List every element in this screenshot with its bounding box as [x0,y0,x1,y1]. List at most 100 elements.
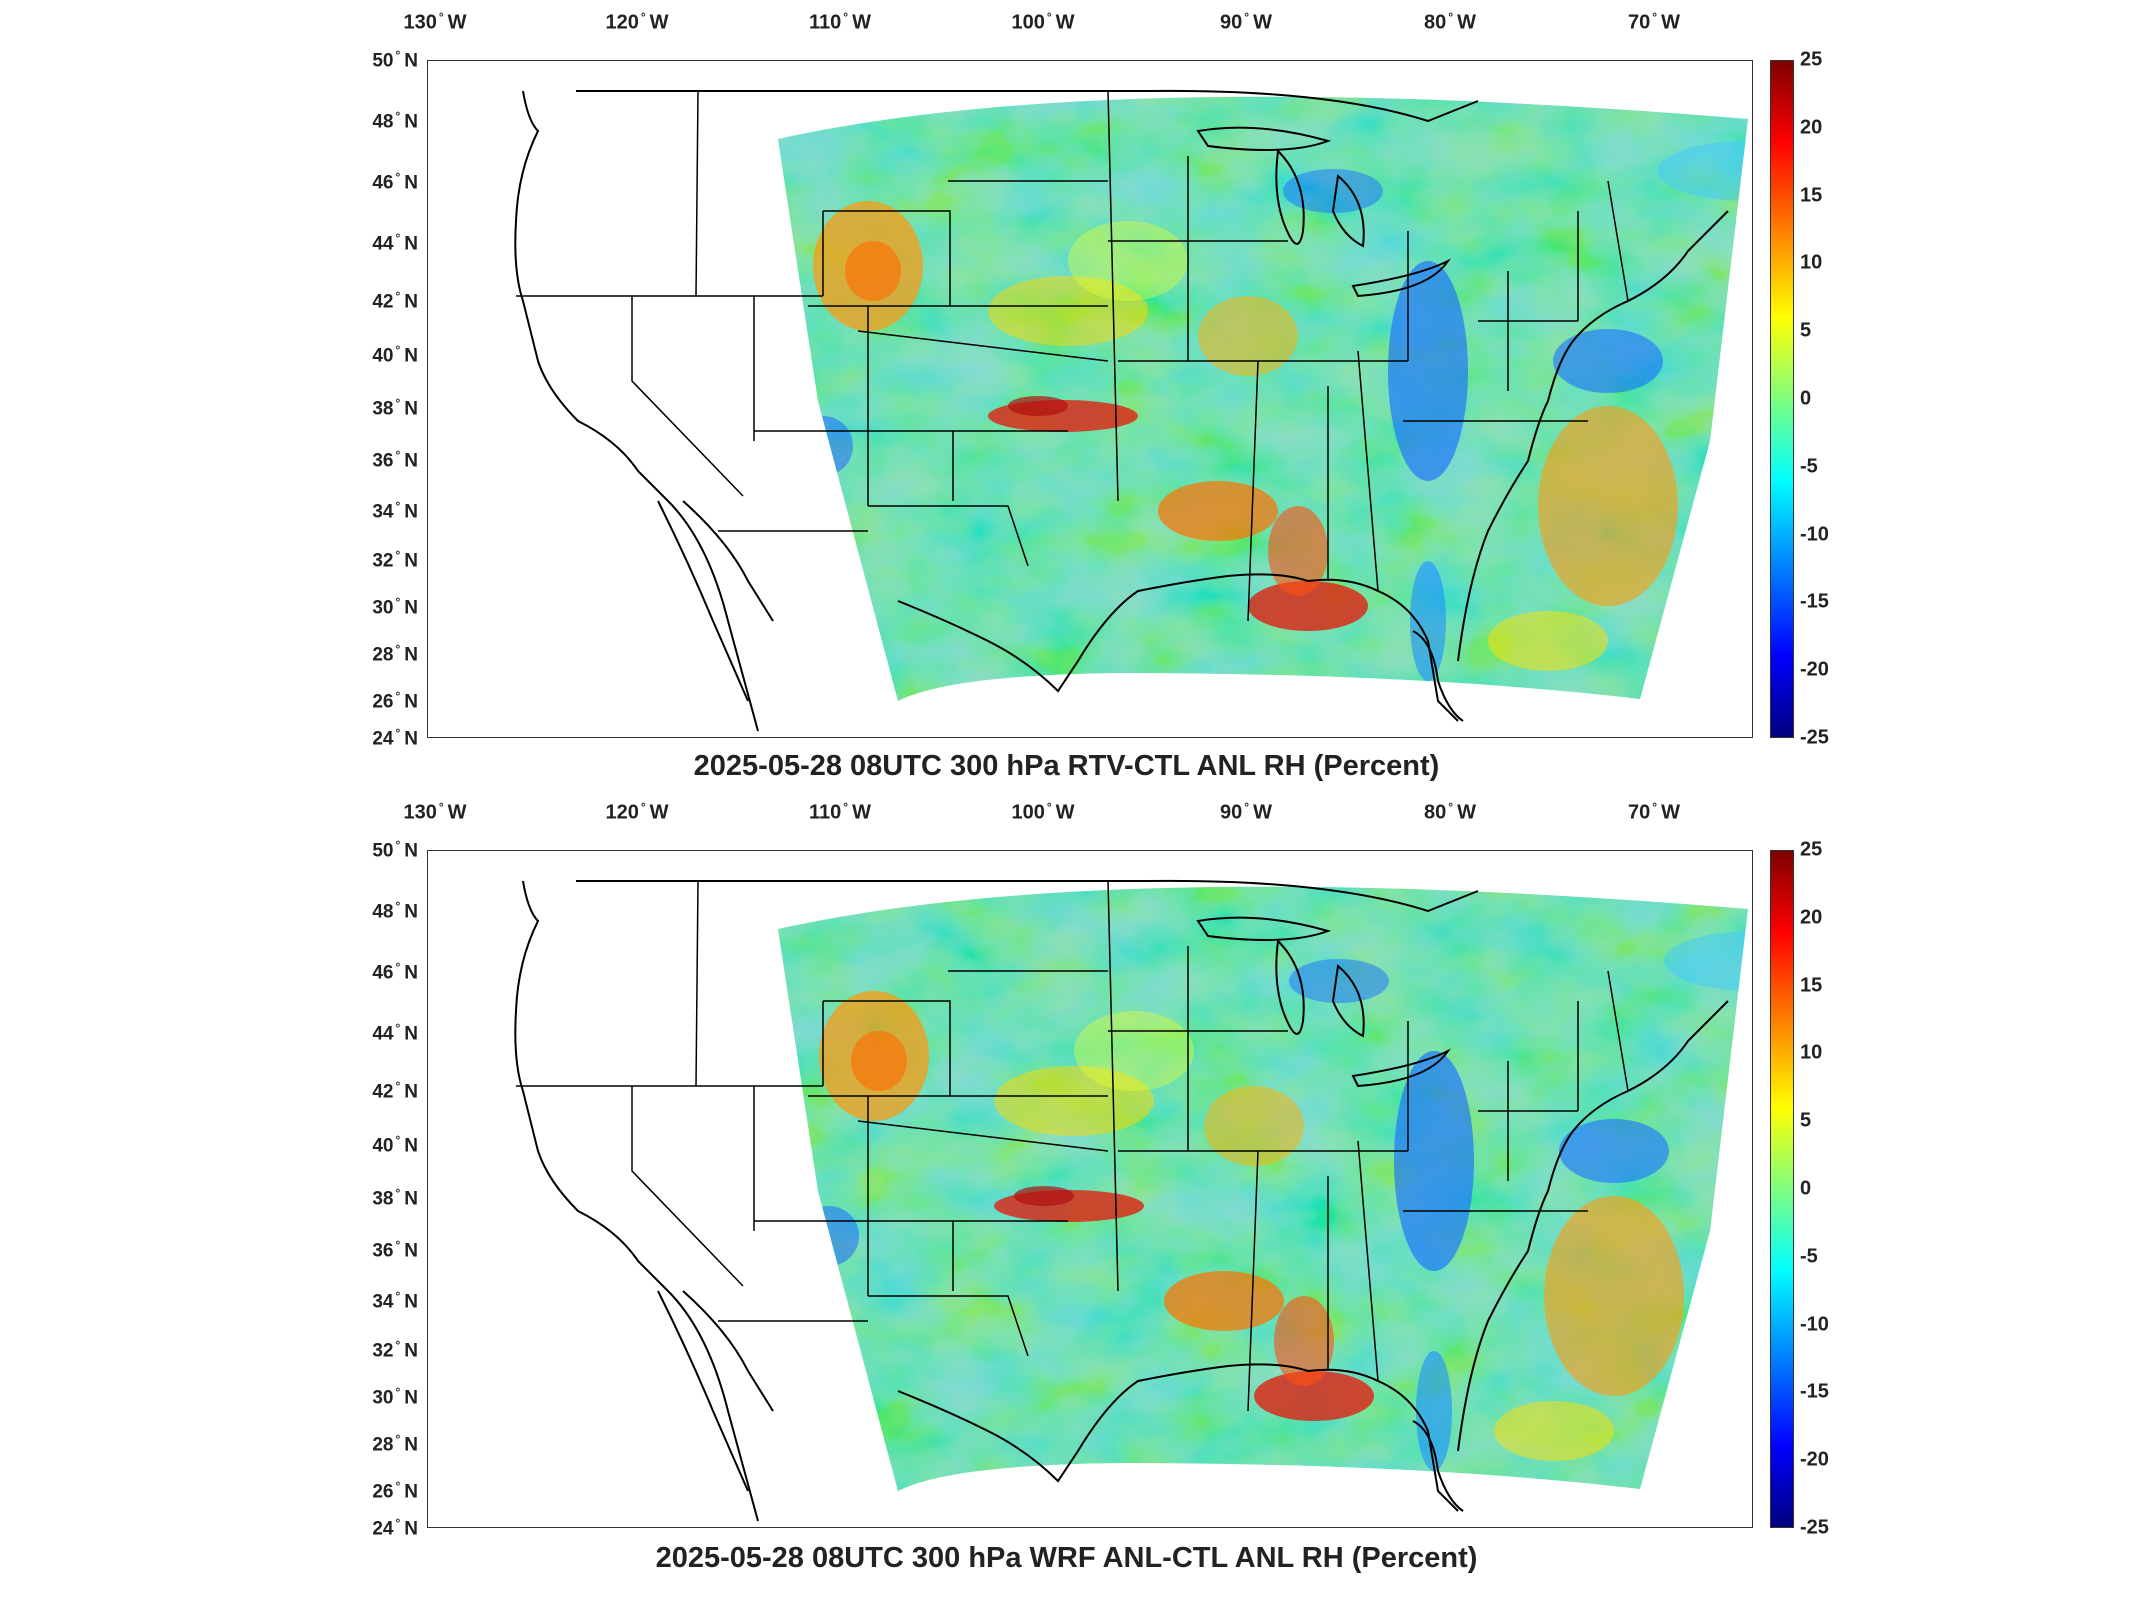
coastline [1196,916,1332,941]
degree-symbol: ° [395,1385,401,1400]
map-frame[interactable] [427,850,1753,1528]
lon-hemisphere: W [1253,801,1272,824]
lat-value: 44 [372,1023,394,1045]
lon-tick-label: 90 ° W [1220,800,1272,825]
anomaly-blob [1014,1186,1074,1206]
degree-symbol: ° [395,231,401,246]
lat-value: 46 [372,962,394,984]
colorbar [1770,60,1794,738]
anomaly-blob [1394,1051,1474,1271]
degree-symbol: ° [395,838,401,852]
lat-tick-label: 30 ° N [338,1385,418,1409]
state-border [1357,1140,1379,1382]
state-border [1107,90,1119,502]
degree-symbol: ° [1046,800,1052,814]
coastline [514,880,759,1522]
lat-hemisphere: N [404,501,418,523]
colorbar-tick-label: -15 [1800,1380,1829,1403]
degree-symbol: ° [395,1238,401,1253]
colorbar-tick-label: 10 [1800,1041,1823,1064]
degree-symbol: ° [395,109,401,124]
state-border [1607,970,1629,1092]
colorbar-tick-label: -20 [1800,658,1829,681]
lat-tick-label: 26 ° N [338,1479,418,1503]
lat-hemisphere: N [404,111,418,133]
lat-tick-label: 48 ° N [338,109,418,133]
lat-tick-label: 36 ° N [338,448,418,472]
coastline [1331,964,1365,1038]
lon-hemisphere: W [1055,801,1075,824]
anomaly-blob [1488,611,1608,671]
coastline [1331,174,1365,248]
lon-tick-label: 80 ° W [1424,800,1476,825]
lat-hemisphere: N [404,962,418,984]
lat-hemisphere: N [404,450,418,472]
lat-value: 50 [372,840,394,862]
lat-value: 28 [372,1434,394,1456]
lat-value: 28 [372,644,394,666]
lat-hemisphere: N [404,1023,418,1045]
anomaly-blob [1559,1119,1669,1183]
degree-symbol: ° [1448,10,1454,24]
colorbar-tick-label: 5 [1800,319,1812,342]
coastline [1196,126,1332,151]
state-border [1247,360,1259,622]
lat-value: 38 [372,398,394,420]
lat-value: 48 [372,111,394,133]
lat-value: 32 [372,1340,394,1362]
rh-difference-map [514,879,1748,1522]
degree-symbol: ° [843,800,849,814]
lon-hemisphere: W [1457,11,1476,34]
coastline [576,879,1479,913]
lat-tick-label: 46 ° N [338,170,418,194]
lat-value: 26 [372,1481,394,1503]
coastline [682,1290,774,1412]
lat-hemisphere: N [404,597,418,619]
lat-tick-label: 44 ° N [338,1021,418,1045]
lat-hemisphere: N [404,50,418,72]
degree-symbol: ° [395,1078,401,1093]
degree-symbol: ° [395,1516,401,1530]
lat-tick-label: 32 ° N [338,548,418,572]
state-border [631,296,744,497]
rh-difference-map [514,89,1748,732]
anomaly-blob [1164,1271,1284,1331]
coastline [1457,1000,1729,1452]
anomaly-blob [1494,1401,1614,1461]
lat-hemisphere: N [404,345,418,367]
lon-tick-label: 100 ° W [1011,10,1074,35]
coastline [1412,1420,1464,1512]
degree-symbol: ° [1244,800,1250,814]
colorbar-tick-label: -25 [1800,726,1829,749]
lat-hemisphere: N [404,233,418,255]
degree-symbol: ° [395,288,401,303]
colorbar-tick-label: 15 [1800,184,1823,207]
anomaly-features [793,141,1748,681]
coastline [514,90,759,732]
lat-value: 40 [372,345,394,367]
degree-symbol: ° [395,548,401,563]
colorbar-tick-label: 20 [1800,116,1823,139]
degree-symbol: ° [395,498,401,513]
lon-tick-label: 130 ° W [403,10,466,35]
lon-hemisphere: W [1457,801,1476,824]
colorbar-tick-label: -20 [1800,1448,1829,1471]
lat-hemisphere: N [404,1387,418,1409]
lon-value: 130 [403,801,437,824]
lon-hemisphere: W [447,801,467,824]
state-border [695,880,699,1087]
anomaly-blob [1074,1011,1194,1091]
state-border [823,210,951,306]
coastline [1351,1048,1451,1088]
lat-tick-label: 50 ° N [338,838,418,862]
degree-symbol: ° [395,1021,401,1036]
degree-symbol: ° [1652,800,1658,814]
anomaly-blob [1254,1371,1374,1421]
lat-hemisphere: N [404,691,418,713]
anomaly-blob [851,1031,907,1091]
anomaly-blob [1068,221,1188,301]
degree-symbol: ° [395,1338,401,1353]
lat-hemisphere: N [404,728,418,750]
map-frame[interactable] [427,60,1753,738]
lon-tick-label: 100 ° W [1011,800,1074,825]
